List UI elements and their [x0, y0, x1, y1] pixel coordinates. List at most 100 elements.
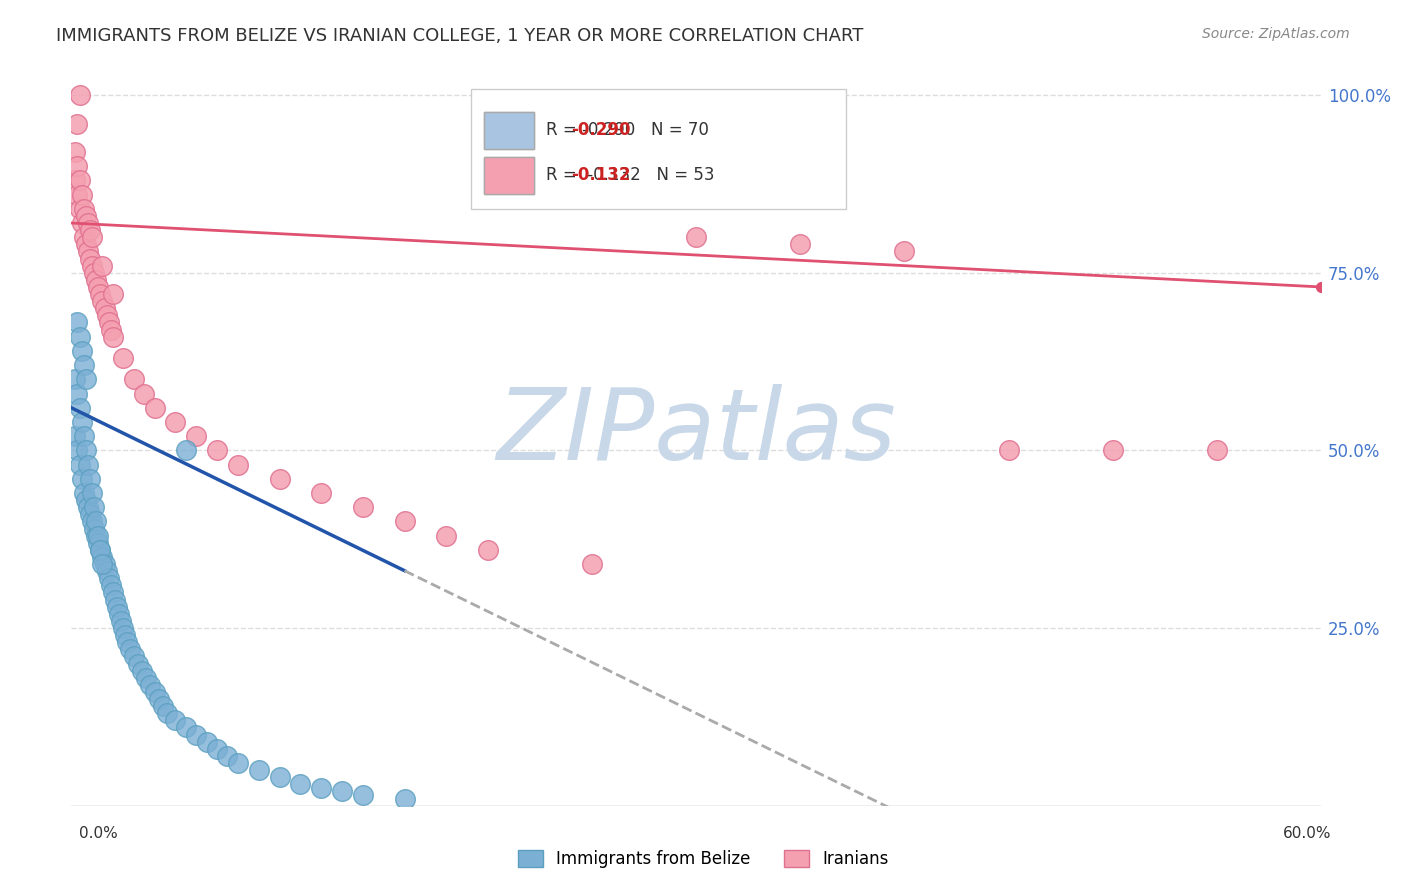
- Point: [87, 280, 110, 294]
- Point: [69, 88, 91, 103]
- Text: 0.0%: 0.0%: [79, 827, 118, 841]
- Point: [352, 788, 374, 802]
- Point: [110, 614, 132, 628]
- Point: [73, 429, 96, 443]
- Point: [217, 748, 239, 763]
- Point: [247, 763, 270, 777]
- Point: [66, 316, 89, 330]
- Point: [394, 515, 416, 529]
- Point: [1206, 443, 1229, 458]
- Point: [685, 230, 707, 244]
- Point: [997, 443, 1019, 458]
- Point: [148, 692, 170, 706]
- Point: [97, 571, 120, 585]
- Point: [87, 528, 110, 542]
- Point: [477, 542, 499, 557]
- Point: [91, 549, 114, 564]
- Point: [83, 500, 105, 515]
- Point: [174, 721, 197, 735]
- Text: IMMIGRANTS FROM BELIZE VS IRANIAN COLLEGE, 1 YEAR OR MORE CORRELATION CHART: IMMIGRANTS FROM BELIZE VS IRANIAN COLLEG…: [56, 27, 863, 45]
- Point: [309, 780, 332, 795]
- Point: [70, 415, 93, 429]
- Point: [75, 237, 97, 252]
- Point: [66, 386, 89, 401]
- Point: [65, 173, 87, 187]
- Point: [91, 294, 114, 309]
- Point: [79, 508, 101, 522]
- Point: [143, 401, 166, 415]
- Point: [73, 486, 96, 500]
- Point: [122, 372, 145, 386]
- Point: [77, 216, 100, 230]
- Point: [65, 372, 87, 386]
- Point: [226, 756, 249, 770]
- Point: [101, 287, 124, 301]
- Point: [101, 329, 124, 343]
- Point: [195, 734, 218, 748]
- Point: [93, 557, 115, 571]
- Point: [79, 472, 101, 486]
- Point: [66, 187, 89, 202]
- Point: [70, 472, 93, 486]
- FancyBboxPatch shape: [484, 112, 534, 149]
- Legend: Immigrants from Belize, Iranians: Immigrants from Belize, Iranians: [510, 843, 896, 875]
- Point: [84, 273, 107, 287]
- Point: [269, 472, 291, 486]
- Point: [77, 244, 100, 259]
- Point: [122, 649, 145, 664]
- Point: [79, 223, 101, 237]
- Point: [73, 202, 96, 216]
- Text: -0.132: -0.132: [571, 166, 631, 185]
- Point: [75, 443, 97, 458]
- Point: [205, 443, 228, 458]
- Point: [226, 458, 249, 472]
- Point: [330, 784, 353, 798]
- Point: [1101, 443, 1123, 458]
- Point: [69, 173, 91, 187]
- Point: [96, 564, 118, 578]
- Point: [117, 635, 139, 649]
- Point: [108, 607, 131, 621]
- Point: [66, 443, 89, 458]
- Point: [77, 500, 100, 515]
- Y-axis label: College, 1 year or more: College, 1 year or more: [3, 326, 21, 539]
- Point: [66, 117, 89, 131]
- Point: [73, 358, 96, 372]
- Point: [127, 657, 149, 671]
- Text: R = -0.290   N = 70: R = -0.290 N = 70: [546, 121, 709, 139]
- Point: [89, 542, 111, 557]
- Point: [789, 237, 811, 252]
- Point: [75, 493, 97, 508]
- Point: [69, 329, 91, 343]
- Point: [114, 628, 136, 642]
- Point: [70, 187, 93, 202]
- Point: [69, 401, 91, 415]
- Point: [97, 316, 120, 330]
- Point: [165, 714, 187, 728]
- Point: [165, 415, 187, 429]
- FancyBboxPatch shape: [471, 89, 846, 209]
- Point: [156, 706, 179, 721]
- Point: [112, 351, 135, 365]
- Point: [89, 287, 111, 301]
- Text: Source: ZipAtlas.com: Source: ZipAtlas.com: [1202, 27, 1350, 41]
- Point: [75, 372, 97, 386]
- Point: [70, 343, 93, 358]
- Point: [69, 458, 91, 472]
- Point: [80, 259, 103, 273]
- Point: [80, 515, 103, 529]
- Point: [84, 528, 107, 542]
- Point: [70, 216, 93, 230]
- Point: [309, 486, 332, 500]
- Point: [69, 202, 91, 216]
- Point: [290, 777, 312, 791]
- Point: [79, 252, 101, 266]
- Point: [186, 429, 208, 443]
- Point: [83, 266, 105, 280]
- Point: [80, 230, 103, 244]
- Point: [84, 515, 107, 529]
- Point: [131, 664, 153, 678]
- Text: 60.0%: 60.0%: [1284, 827, 1331, 841]
- Point: [65, 145, 87, 159]
- Point: [96, 309, 118, 323]
